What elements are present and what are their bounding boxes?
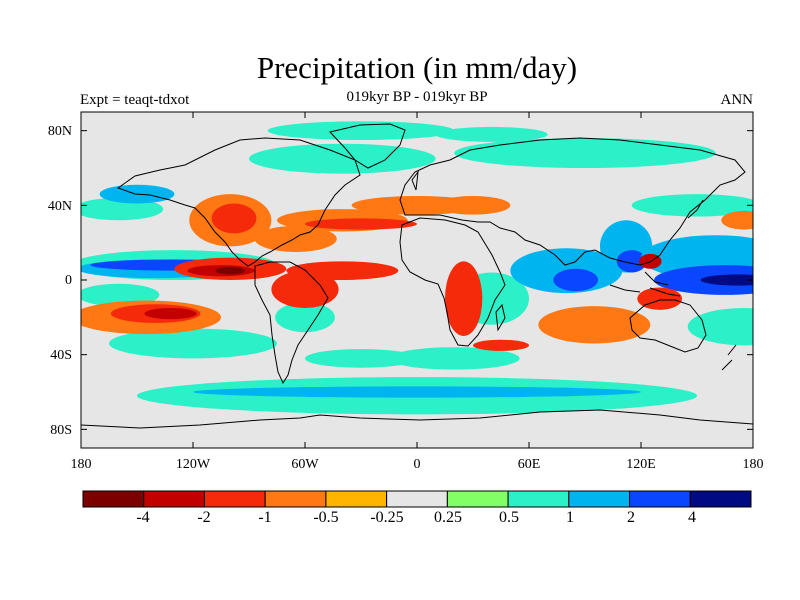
colorbar-label: 2 [627, 509, 635, 526]
colorbar-label: 1 [566, 509, 574, 526]
colorbar-swatch [446, 490, 509, 508]
colorbar-swatch [264, 490, 327, 508]
lat-tick-label: 40S [50, 348, 72, 363]
anomaly-region [553, 268, 599, 292]
colorbar-label: -2 [197, 509, 211, 526]
colorbar-label: 4 [688, 509, 696, 526]
lon-tick-label: 180 [742, 457, 764, 472]
lon-tick-label: 0 [413, 457, 421, 472]
colorbar-label: -4 [136, 509, 150, 526]
colorbar-swatch [203, 490, 266, 508]
map-subtitle: 019kyr BP - 019kyr BP [346, 89, 488, 105]
anomaly-region [305, 349, 417, 368]
anomaly-region [305, 218, 417, 230]
anomaly-region [435, 196, 511, 215]
anomaly-region [271, 270, 339, 309]
season-label: ANN [720, 92, 754, 108]
anomaly-region [275, 302, 335, 333]
coastline-north-america [116, 137, 361, 267]
colorbar-swatch [325, 490, 388, 508]
colorbar-label: -0.25 [370, 509, 404, 526]
colorbar-swatch [689, 490, 752, 508]
lat-tick-label: 80N [47, 124, 72, 139]
anomaly-region [215, 266, 246, 275]
anomaly-region [389, 347, 520, 370]
colorbar-swatch [507, 490, 570, 508]
map-title: Precipitation (in mm/day) [256, 50, 578, 85]
coastline-australia [629, 299, 707, 353]
anomaly-region [631, 194, 753, 217]
lat-tick-label: 80S [50, 423, 72, 438]
coastline-maritime-continent [609, 271, 681, 297]
colorbar-swatch [82, 490, 145, 508]
coastline-british-isles [411, 170, 419, 191]
anomaly-region [454, 138, 716, 168]
anomaly-region [616, 250, 647, 273]
anomaly-region [109, 328, 277, 359]
lat-tick-label: 40N [47, 199, 72, 214]
coastline-japan [687, 199, 704, 219]
colorbar-label: 0.25 [434, 509, 462, 526]
coastline-south-america [254, 261, 329, 385]
coastline-africa [399, 217, 506, 347]
colorbar-swatch [386, 490, 448, 508]
anomaly-region [700, 274, 753, 286]
anomaly-region [538, 306, 651, 344]
anomaly-region [249, 143, 436, 174]
coastline-antarctica [81, 409, 753, 429]
colorbar-swatch [629, 490, 691, 508]
colorbar-label: -0.5 [313, 509, 339, 526]
lon-tick-label: 120W [175, 457, 211, 472]
axis-ticks [80, 112, 754, 448]
lon-tick-label: 60E [517, 457, 541, 472]
coastline-eurasia [399, 137, 746, 266]
anomaly-region [687, 308, 753, 346]
anomaly-region [81, 283, 160, 307]
anomaly-region [211, 203, 257, 234]
coastline-greenland [329, 123, 406, 169]
anomaly-region [473, 339, 529, 351]
coastlines [81, 123, 753, 429]
lon-tick-label: 60W [291, 457, 319, 472]
colorbar-label: 0.5 [499, 509, 519, 526]
anomaly-region [254, 225, 337, 252]
lat-tick-label: 0 [65, 273, 72, 288]
experiment-label: Expt = teaqt-tdxot [80, 92, 190, 108]
coastline-madagascar [495, 303, 506, 332]
anomaly-region [267, 121, 455, 140]
anomaly-region [144, 308, 197, 320]
colorbar [82, 490, 752, 508]
anomaly-region [435, 126, 548, 142]
colorbar-label: -1 [258, 509, 272, 526]
colorbar-swatch [143, 490, 205, 508]
anomaly-region [445, 261, 483, 336]
anomaly-region [721, 210, 753, 230]
coastline-new-zealand [721, 344, 737, 371]
colorbar-swatch [568, 490, 631, 508]
anomaly-region [193, 386, 641, 398]
anomaly-region [81, 197, 164, 221]
lon-tick-label: 180 [70, 457, 92, 472]
lon-tick-label: 120E [626, 457, 656, 472]
precip-anomaly-field [81, 121, 753, 415]
